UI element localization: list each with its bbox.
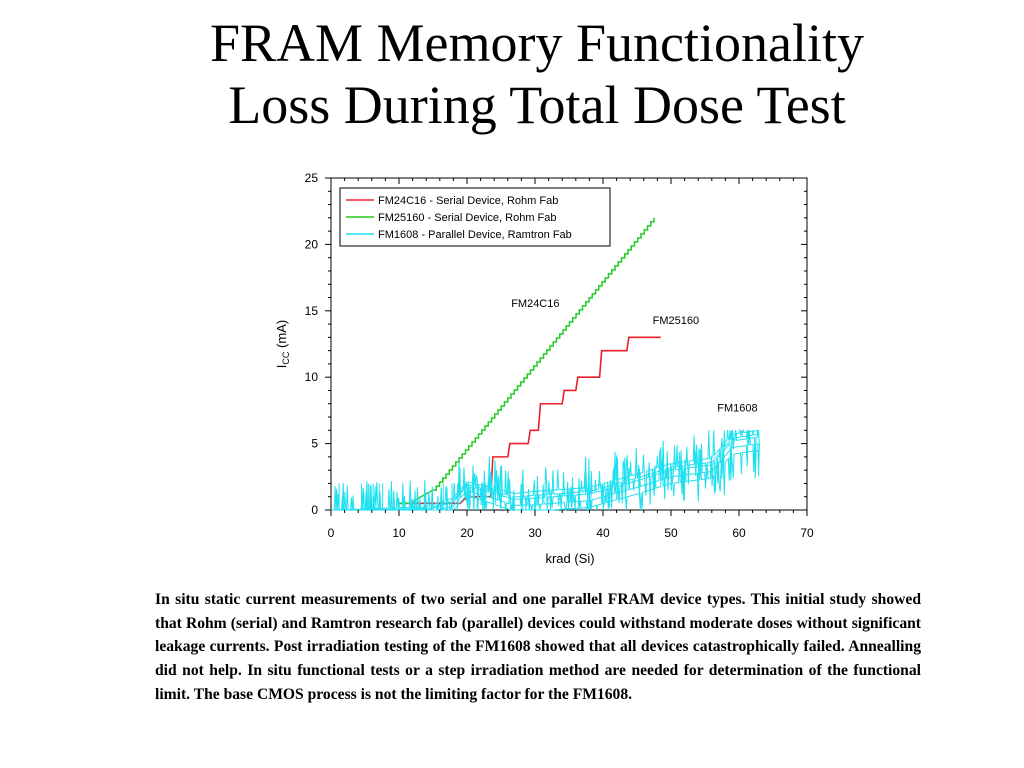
y-tick-label: 20 bbox=[305, 237, 319, 251]
series-line-fm1608 bbox=[331, 430, 760, 512]
y-axis-label-main: I bbox=[274, 365, 289, 369]
legend-label: FM1608 - Parallel Device, Ramtron Fab bbox=[378, 229, 572, 241]
title-line-1: FRAM Memory Functionality bbox=[209, 13, 864, 73]
legend-label: FM24C16 - Serial Device, Rohm Fab bbox=[378, 195, 558, 207]
x-tick-label: 70 bbox=[800, 526, 814, 540]
y-axis-label-sub: CC bbox=[281, 351, 291, 364]
x-tick-label: 40 bbox=[596, 526, 610, 540]
series-1 bbox=[399, 217, 655, 505]
x-tick-label: 60 bbox=[732, 526, 746, 540]
x-tick-label: 20 bbox=[460, 526, 474, 540]
y-tick-label: 25 bbox=[305, 171, 319, 185]
x-tick-label: 50 bbox=[664, 526, 678, 540]
series-line-fm1608 bbox=[331, 428, 760, 512]
y-axis-label-unit: (mA) bbox=[274, 320, 289, 352]
y-tick-label: 0 bbox=[311, 503, 318, 517]
curve-annotation: FM25160 bbox=[653, 315, 699, 327]
x-axis-label: krad (Si) bbox=[545, 551, 594, 566]
x-tick-label: 0 bbox=[328, 526, 335, 540]
series-line-fm1608 bbox=[331, 448, 760, 512]
curve-annotation: FM1608 bbox=[717, 403, 757, 415]
legend-box bbox=[339, 187, 611, 247]
x-tick-label: 10 bbox=[392, 526, 406, 540]
series-line-fm1608 bbox=[338, 483, 487, 510]
slide-title: FRAM Memory Functionality Loss During To… bbox=[0, 12, 1024, 136]
title-line-2: Loss During Total Dose Test bbox=[228, 75, 846, 135]
y-axis-label: ICC (mA) bbox=[274, 320, 291, 368]
legend: FM24C16 - Serial Device, Rohm Fab FM25160… bbox=[339, 187, 611, 247]
annotations: FM24C16 FM25160 FM1608 bbox=[511, 298, 757, 415]
axes-layer: 0 10 20 30 40 50 60 70 0 5 10 15 20 25 bbox=[305, 171, 814, 540]
icc-vs-dose-chart: 0 10 20 30 40 50 60 70 0 5 10 15 20 25 FM24C16 - Seri… bbox=[274, 171, 814, 566]
y-tick-label: 5 bbox=[311, 437, 318, 451]
series-2 bbox=[331, 428, 760, 512]
caption: In situ static current measurements of t… bbox=[155, 591, 921, 703]
y-tick-label: 10 bbox=[305, 370, 319, 384]
series-layer bbox=[331, 217, 760, 512]
curve-annotation: FM24C16 bbox=[511, 298, 559, 310]
y-tick-label: 15 bbox=[305, 304, 319, 318]
legend-label: FM25160 - Serial Device, Rohm Fab bbox=[378, 212, 557, 224]
series-line-fm25160 bbox=[399, 217, 655, 505]
x-tick-label: 30 bbox=[528, 526, 542, 540]
